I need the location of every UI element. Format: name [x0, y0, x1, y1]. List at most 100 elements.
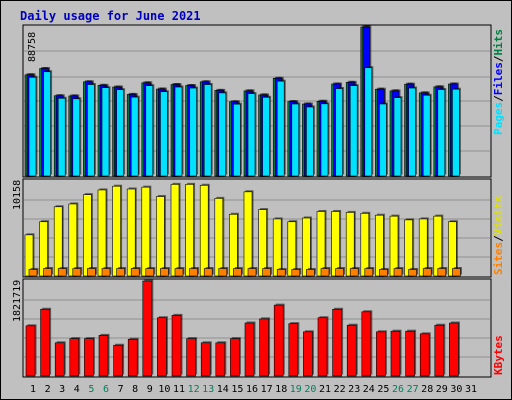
sites-bar: [306, 269, 315, 277]
pages-bar: [28, 76, 37, 177]
visits-bar: [272, 218, 282, 277]
day-label: 22: [334, 384, 346, 395]
day-label: 25: [377, 384, 389, 395]
day-label: 3: [59, 384, 65, 395]
sites-bar: [437, 268, 447, 277]
sites-bar: [57, 268, 67, 277]
pages-bar: [218, 92, 227, 177]
sites-bar: [364, 268, 374, 277]
pages-bar: [247, 93, 256, 177]
day-label: 15: [231, 384, 243, 395]
kbytes-bar: [449, 322, 459, 377]
day-label: 21: [319, 384, 331, 395]
legend-sep-2: /: [492, 55, 505, 62]
sites-bar: [233, 268, 242, 277]
kbytes-bar: [390, 330, 401, 377]
kbytes-bar: [332, 308, 342, 377]
pages-bar: [320, 103, 329, 177]
pages-bar: [130, 96, 139, 177]
kbytes-bar: [230, 338, 240, 377]
day-label: 7: [118, 384, 124, 395]
day-label: 6: [103, 384, 109, 395]
sites-bar: [247, 268, 257, 277]
day-label: 10: [158, 384, 170, 395]
pages-bar: [364, 67, 373, 177]
kbytes-bar: [84, 338, 94, 377]
pages-bar: [452, 88, 460, 177]
pages-bar: [422, 94, 431, 177]
legend-visits: Visits: [492, 196, 505, 236]
sites-bar: [87, 268, 96, 277]
kbytes-bar: [303, 331, 313, 377]
day-label: 9: [147, 384, 153, 395]
visits-ymax-label: 10158: [12, 180, 23, 210]
day-label: 1: [30, 384, 36, 395]
legend-files: Files: [492, 62, 505, 95]
day-label: 24: [363, 384, 375, 395]
pages-bar: [262, 96, 270, 177]
sites-bar: [101, 268, 111, 277]
day-label: 23: [348, 384, 360, 395]
sites-bar: [422, 268, 432, 277]
pages-bar: [437, 89, 446, 177]
visits-bar: [141, 186, 151, 277]
pages-bar: [160, 91, 168, 177]
kbytes-ymax-label: 1821719: [12, 280, 23, 322]
day-label: 19: [290, 384, 302, 395]
sites-bar: [116, 268, 125, 277]
pages-bar: [203, 84, 212, 177]
pages-bar: [145, 85, 154, 177]
x-axis-day-labels: 1 2 3 4 5 6 7 8 9 10 11 12 13 14 15 16 17 18 19 20 21 22 23 24 2…: [30, 384, 477, 395]
visits-bar: [302, 217, 311, 277]
sites-bar: [218, 268, 228, 277]
day-label: 4: [74, 384, 80, 395]
hits-legend: Pages/Files/Hits: [492, 29, 505, 135]
pages-bar: [189, 87, 197, 177]
sites-bar: [276, 269, 286, 277]
day-label: 20: [304, 384, 316, 395]
sites-bar: [335, 268, 344, 277]
sites-bar: [262, 268, 271, 277]
hits-ymax-label: 88758: [27, 32, 38, 62]
pages-bar: [87, 84, 95, 177]
day-label: 16: [246, 384, 258, 395]
kbytes-bar: [54, 342, 65, 377]
day-label: 5: [88, 384, 94, 395]
visits-bar: [258, 209, 267, 277]
sites-bar: [28, 269, 38, 277]
kbytes-bar: [69, 338, 80, 377]
visits-bar: [243, 191, 253, 277]
sites-bar: [393, 268, 403, 277]
pages-bar: [291, 103, 300, 177]
visits-bar: [229, 213, 238, 277]
kbytes-bar: [419, 333, 430, 377]
day-label: 14: [217, 384, 229, 395]
day-label: 8: [132, 384, 138, 395]
visits-bar: [404, 219, 413, 277]
legend-sep-3: /: [492, 235, 505, 242]
visits-bar: [97, 189, 107, 277]
day-label: 2: [45, 384, 51, 395]
day-label: 17: [261, 384, 273, 395]
kbytes-bar: [157, 317, 167, 377]
sites-bar: [203, 268, 213, 277]
day-label: 12: [188, 384, 200, 395]
kbytes-bar: [376, 331, 386, 377]
visits-legend: Sites/Visits: [492, 196, 505, 276]
pages-bar: [57, 97, 66, 177]
visits-bar: [126, 188, 136, 277]
day-label: 13: [202, 384, 214, 395]
kbytes-bar: [127, 338, 138, 377]
day-label: 31: [465, 384, 477, 395]
legend-sep-1: /: [492, 95, 505, 102]
kbytes-bar: [215, 342, 226, 377]
sites-bar: [349, 268, 359, 277]
pages-bar: [379, 103, 387, 177]
sites-bar: [43, 268, 52, 277]
pages-bar: [72, 98, 81, 177]
sites-bar: [189, 268, 198, 277]
kbytes-bar: [361, 311, 372, 377]
day-label: 29: [436, 384, 448, 395]
visits-bar: [199, 184, 209, 277]
